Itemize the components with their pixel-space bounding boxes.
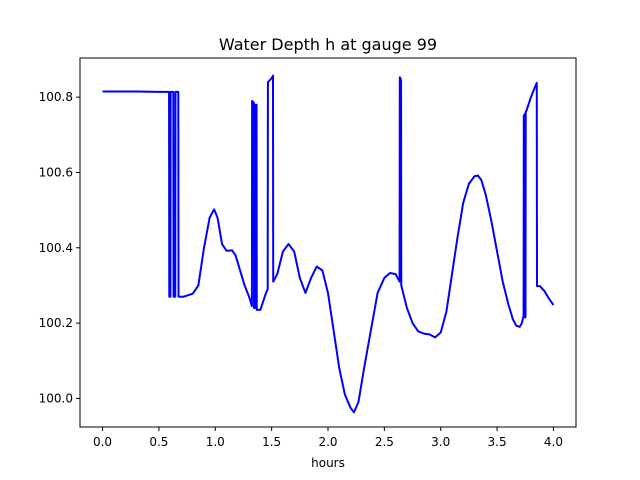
y-tick-label: 100.4	[39, 241, 73, 255]
chart-title: Water Depth h at gauge 99	[219, 35, 437, 54]
x-tick-label: 2.5	[375, 435, 394, 449]
x-tick-label: 3.0	[431, 435, 450, 449]
y-tick-label: 100.2	[39, 316, 73, 330]
y-axis: 100.0 100.2 100.4 100.6 100.8	[39, 90, 80, 405]
x-axis-label: hours	[311, 456, 345, 470]
y-tick-label: 100.6	[39, 165, 73, 179]
x-axis: 0.0 0.5 1.0 1.5 2.0 2.5 3.0 3.5 4.0	[93, 427, 563, 449]
y-tick-label: 100.8	[39, 90, 73, 104]
plot-area	[79, 57, 577, 428]
x-tick-label: 0.5	[149, 435, 168, 449]
x-tick-label: 4.0	[544, 435, 563, 449]
axes-background	[80, 58, 576, 427]
x-tick-label: 3.5	[488, 435, 507, 449]
x-tick-label: 1.0	[206, 435, 225, 449]
x-tick-label: 0.0	[93, 435, 112, 449]
x-tick-label: 2.0	[318, 435, 337, 449]
series-line-water-depth	[102, 74, 555, 414]
y-tick-label: 100.0	[39, 391, 73, 405]
x-tick-label: 1.5	[262, 435, 281, 449]
